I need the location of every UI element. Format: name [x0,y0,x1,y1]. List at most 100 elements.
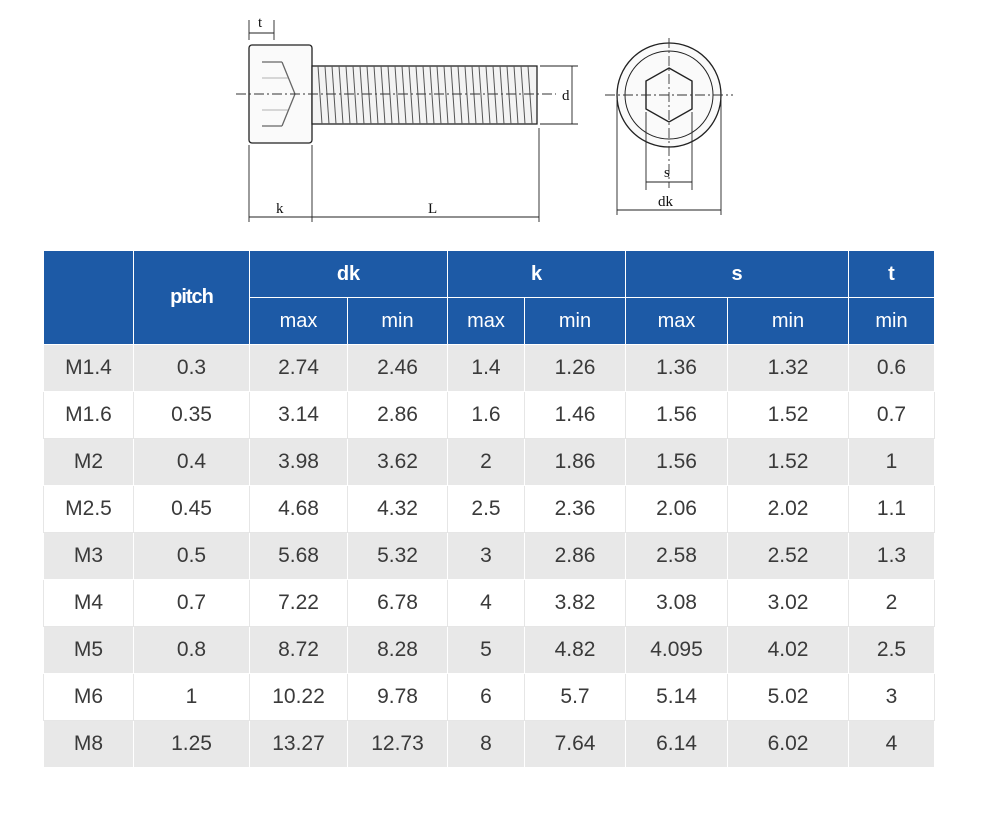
thread-line [478,65,484,125]
table-row: M6 1 10.22 9.78 6 5.7 5.14 5.02 3 [43,673,935,721]
subheader-dk-max: max [249,297,348,345]
cell-size: M2.5 [43,485,134,533]
cell-k-max: 6 [447,673,525,721]
table-row: M3 0.5 5.68 5.32 3 2.86 2.58 2.52 1.3 [43,532,935,580]
header-t: t [848,250,935,298]
thread-line [324,65,330,125]
screw-dimension-table: pitch dk k s t max min max min max min m… [43,250,935,768]
thread-line [415,65,421,125]
subheader-s-max: max [625,297,728,345]
header-size [43,250,134,345]
thread-line [443,65,449,125]
cell-k-min: 1.86 [524,438,626,486]
thread-line [527,65,533,125]
cell-s-max: 4.095 [625,626,728,674]
cell-dk-min: 2.46 [347,344,448,392]
screw-side-view [236,20,578,222]
cell-s-max: 6.14 [625,720,728,768]
cell-size: M5 [43,626,134,674]
dimension-label-L: L [428,201,437,217]
subheader-dk-min: min [347,297,448,345]
cell-s-min: 2.02 [727,485,849,533]
cell-k-max: 3 [447,532,525,580]
cell-t-min: 2 [848,579,935,627]
dimension-label-t: t [258,15,263,31]
cell-k-min: 1.26 [524,344,626,392]
cell-size: M1.4 [43,344,134,392]
cell-s-max: 1.56 [625,391,728,439]
thread-line [513,65,519,125]
cell-k-min: 2.86 [524,532,626,580]
table-row: M2.5 0.45 4.68 4.32 2.5 2.36 2.06 2.02 1… [43,485,935,533]
dimension-label-dk: dk [658,194,674,210]
cell-k-min: 3.82 [524,579,626,627]
cell-dk-min: 3.62 [347,438,448,486]
table-row: M2 0.4 3.98 3.62 2 1.86 1.56 1.52 1 [43,438,935,486]
cell-dk-max: 13.27 [249,720,348,768]
screw-technical-drawing: t k L d s dk [236,15,733,222]
cell-t-min: 0.6 [848,344,935,392]
cell-k-max: 8 [447,720,525,768]
cell-size: M2 [43,438,134,486]
cell-pitch: 1.25 [133,720,250,768]
cell-size: M1.6 [43,391,134,439]
cell-dk-max: 5.68 [249,532,348,580]
cell-s-min: 1.32 [727,344,849,392]
thread-line [380,65,386,125]
thread-line [359,65,365,125]
thread-line [471,65,477,125]
subheader-k-max: max [447,297,525,345]
thread-line [492,65,498,125]
cell-k-min: 5.7 [524,673,626,721]
cell-k-max: 5 [447,626,525,674]
cell-s-min: 1.52 [727,391,849,439]
cell-s-max: 3.08 [625,579,728,627]
cell-pitch: 1 [133,673,250,721]
cell-t-min: 0.7 [848,391,935,439]
cell-k-min: 1.46 [524,391,626,439]
cell-k-max: 4 [447,579,525,627]
thread-line [345,65,351,125]
thread-line [450,65,456,125]
table-row: M1.4 0.3 2.74 2.46 1.4 1.26 1.36 1.32 0.… [43,344,935,392]
cell-s-max: 1.56 [625,438,728,486]
thread-line [422,65,428,125]
cell-pitch: 0.8 [133,626,250,674]
cell-dk-max: 4.68 [249,485,348,533]
thread-line [429,65,435,125]
header-pitch: pitch [133,250,250,345]
cell-s-max: 2.06 [625,485,728,533]
subheader-k-min: min [524,297,626,345]
cell-t-min: 1 [848,438,935,486]
cell-size: M8 [43,720,134,768]
cell-pitch: 0.7 [133,579,250,627]
cell-size: M3 [43,532,134,580]
table-row: M1.6 0.35 3.14 2.86 1.6 1.46 1.56 1.52 0… [43,391,935,439]
cell-s-max: 1.36 [625,344,728,392]
cell-k-min: 4.82 [524,626,626,674]
cell-s-min: 2.52 [727,532,849,580]
cell-s-min: 3.02 [727,579,849,627]
cell-t-min: 1.1 [848,485,935,533]
thread-line [373,65,379,125]
table-row: M8 1.25 13.27 12.73 8 7.64 6.14 6.02 4 [43,720,935,768]
cell-pitch: 0.4 [133,438,250,486]
cell-t-min: 2.5 [848,626,935,674]
cell-t-min: 1.3 [848,532,935,580]
thread-line [317,65,323,125]
cell-size: M4 [43,579,134,627]
cell-dk-max: 3.98 [249,438,348,486]
cell-dk-max: 8.72 [249,626,348,674]
cell-k-max: 1.6 [447,391,525,439]
cell-dk-max: 2.74 [249,344,348,392]
thread-line [408,65,414,125]
cell-k-min: 7.64 [524,720,626,768]
cell-dk-min: 5.32 [347,532,448,580]
screw-end-view [605,38,733,215]
cell-pitch: 0.5 [133,532,250,580]
thread-line [499,65,505,125]
cell-dk-min: 12.73 [347,720,448,768]
header-s: s [625,250,849,298]
cell-size: M6 [43,673,134,721]
cell-dk-max: 7.22 [249,579,348,627]
